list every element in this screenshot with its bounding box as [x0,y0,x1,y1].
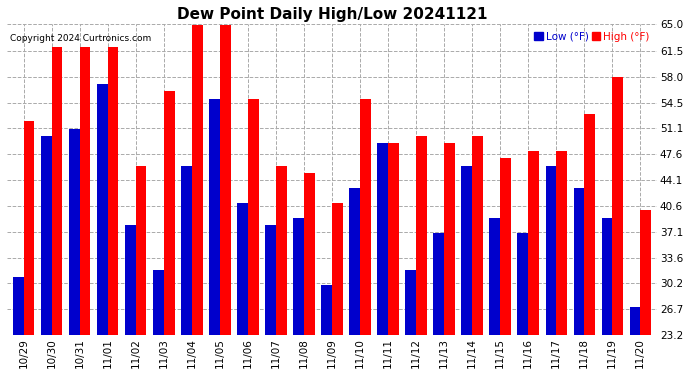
Bar [153,270,164,335]
Bar [377,144,388,335]
Bar [322,285,332,335]
Bar [97,84,108,335]
Bar [209,99,220,335]
Bar [304,173,315,335]
Bar [293,218,304,335]
Bar [69,129,80,335]
Bar [406,270,416,335]
Bar [276,166,286,335]
Bar [349,188,360,335]
Bar [41,136,52,335]
Bar [80,47,90,335]
Bar [332,203,343,335]
Bar [573,188,584,335]
Bar [248,99,259,335]
Bar [164,92,175,335]
Bar [556,151,566,335]
Legend: Low (°F), High (°F): Low (°F), High (°F) [533,30,652,44]
Bar [489,218,500,335]
Bar [136,166,146,335]
Bar [546,166,556,335]
Bar [220,24,230,335]
Bar [444,144,455,335]
Bar [52,47,62,335]
Bar [472,136,483,335]
Bar [388,144,399,335]
Bar [602,218,612,335]
Bar [192,24,203,335]
Bar [518,232,528,335]
Bar [462,166,472,335]
Bar [629,307,640,335]
Bar [433,232,444,335]
Bar [181,166,192,335]
Bar [584,114,595,335]
Title: Dew Point Daily High/Low 20241121: Dew Point Daily High/Low 20241121 [177,7,487,22]
Bar [528,151,539,335]
Bar [500,158,511,335]
Bar [640,210,651,335]
Bar [13,277,23,335]
Bar [265,225,276,335]
Bar [108,47,119,335]
Text: Copyright 2024 Curtronics.com: Copyright 2024 Curtronics.com [10,34,151,43]
Bar [237,203,248,335]
Bar [360,99,371,335]
Bar [416,136,426,335]
Bar [612,76,623,335]
Bar [125,225,136,335]
Bar [23,121,34,335]
